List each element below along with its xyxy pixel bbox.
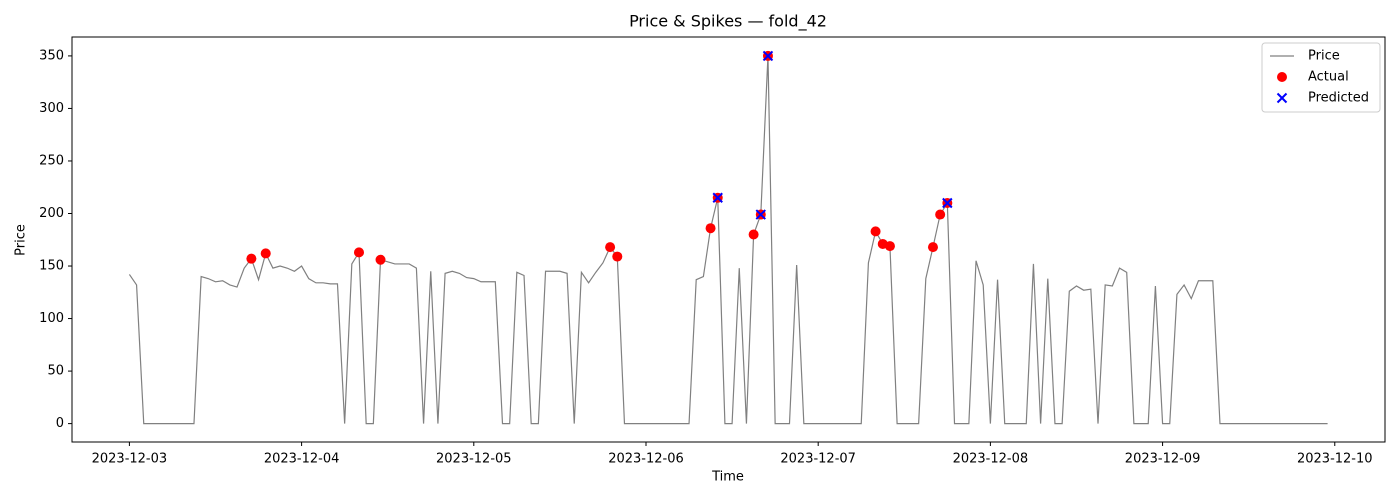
predicted-point	[712, 192, 723, 203]
actual-point	[748, 229, 759, 240]
actual-point	[705, 223, 716, 234]
y-tick-label: 100	[39, 311, 64, 326]
y-tick-label: 150	[39, 259, 64, 274]
x-tick-label: 2023-12-07	[780, 452, 856, 467]
y-tick-label: 300	[39, 101, 64, 116]
x-tick-label: 2023-12-10	[1297, 452, 1373, 467]
legend-swatch	[1277, 72, 1287, 82]
predicted-point	[942, 197, 953, 209]
y-axis-label: Price	[14, 224, 29, 256]
predicted-point	[755, 209, 766, 220]
actual-point	[375, 254, 386, 265]
chart-title: Price & Spikes — fold_42	[629, 12, 827, 32]
x-tick-label: 2023-12-03	[92, 452, 168, 467]
actual-point	[612, 251, 623, 262]
actual-point	[870, 226, 881, 237]
actual-point	[935, 209, 946, 220]
legend-box	[1261, 42, 1381, 113]
x-tick-label: 2023-12-06	[608, 452, 684, 467]
legend-label: Predicted	[1308, 91, 1369, 106]
price-line	[128, 55, 1328, 425]
legend-label: Price	[1308, 49, 1340, 64]
y-tick-label: 200	[39, 206, 64, 221]
y-tick-label: 250	[39, 153, 64, 168]
y-tick-label: 0	[56, 416, 64, 431]
actual-point	[246, 253, 257, 264]
x-tick-label: 2023-12-05	[436, 452, 512, 467]
legend-label: Actual	[1308, 70, 1349, 85]
plot-frame	[71, 36, 1386, 443]
actual-point	[260, 248, 271, 259]
x-tick-label: 2023-12-08	[953, 452, 1029, 467]
x-axis-label: Time	[711, 470, 744, 485]
predicted-point	[762, 50, 774, 62]
x-tick-label: 2023-12-04	[264, 452, 340, 467]
actual-point	[927, 242, 938, 253]
actual-point	[353, 247, 364, 258]
y-tick-label: 50	[47, 364, 64, 379]
actual-point	[884, 241, 895, 252]
actual-point	[605, 242, 616, 253]
y-tick-label: 350	[39, 48, 64, 63]
legend-swatch	[1276, 92, 1288, 104]
x-tick-label: 2023-12-09	[1125, 452, 1201, 467]
